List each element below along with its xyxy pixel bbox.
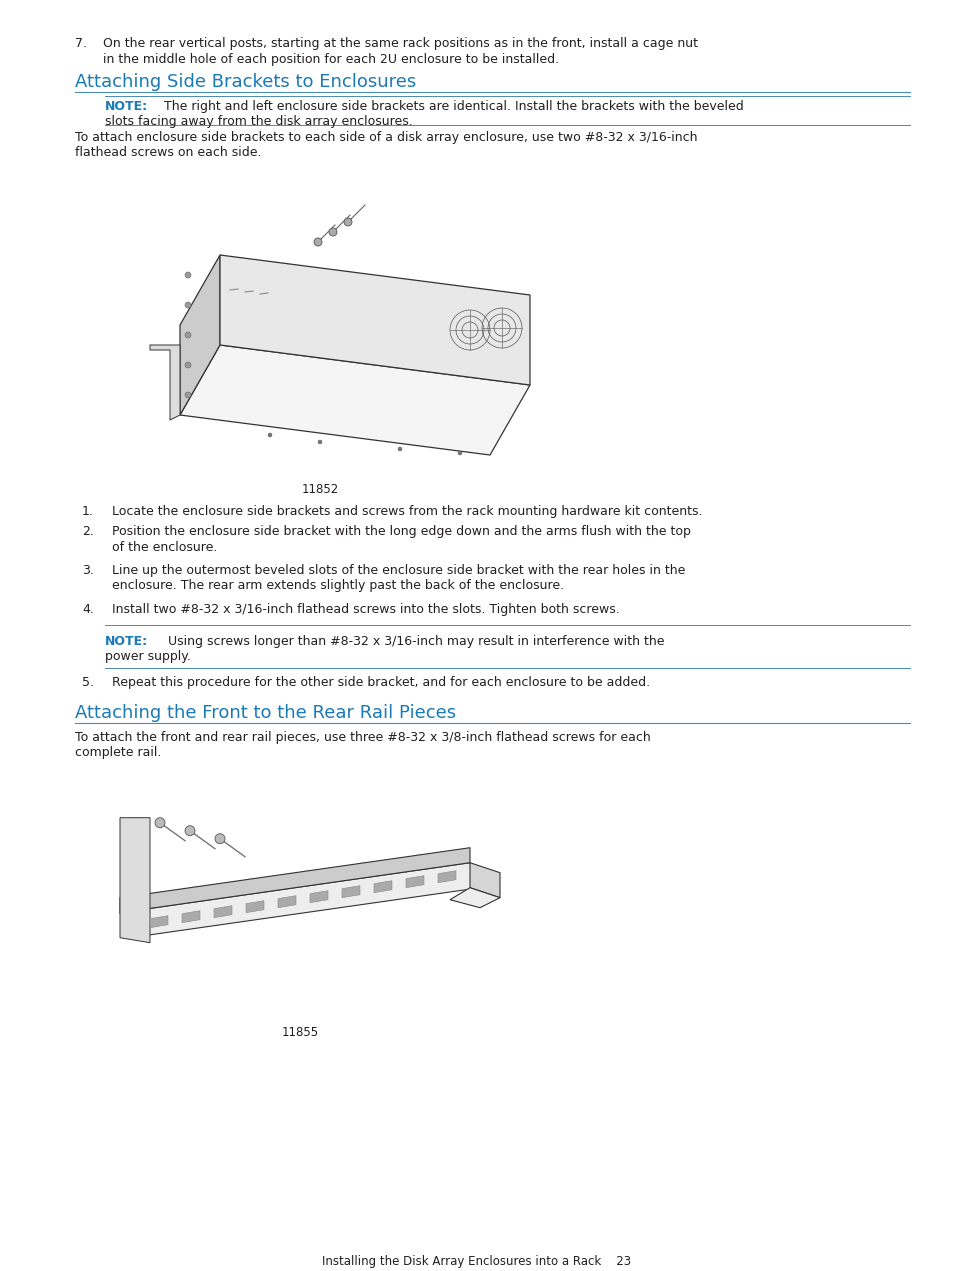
Circle shape	[457, 451, 461, 455]
Text: Attaching Side Brackets to Enclosures: Attaching Side Brackets to Enclosures	[75, 72, 416, 92]
Text: slots facing away from the disk array enclosures.: slots facing away from the disk array en…	[105, 114, 413, 127]
Circle shape	[214, 834, 225, 844]
Circle shape	[185, 391, 191, 398]
Text: 3.: 3.	[82, 564, 93, 577]
Circle shape	[268, 433, 272, 437]
Circle shape	[397, 447, 401, 451]
Polygon shape	[470, 863, 499, 897]
Text: Using screws longer than #8-32 x 3/16-inch may result in interference with the: Using screws longer than #8-32 x 3/16-in…	[152, 634, 664, 648]
Text: 2.: 2.	[82, 525, 93, 538]
Text: in the middle hole of each position for each 2U enclosure to be installed.: in the middle hole of each position for …	[75, 52, 558, 66]
Text: To attach the front and rear rail pieces, use three #8-32 x 3/8-inch flathead sc: To attach the front and rear rail pieces…	[75, 731, 650, 744]
Polygon shape	[120, 817, 150, 943]
Text: power supply.: power supply.	[105, 651, 191, 663]
Text: Install two #8-32 x 3/16-inch flathead screws into the slots. Tighten both screw: Install two #8-32 x 3/16-inch flathead s…	[112, 602, 619, 615]
Circle shape	[185, 272, 191, 278]
Polygon shape	[310, 891, 328, 902]
Circle shape	[185, 302, 191, 308]
Text: 11852: 11852	[301, 483, 338, 496]
Text: 1.: 1.	[82, 505, 93, 519]
Text: To attach enclosure side brackets to each side of a disk array enclosure, use tw: To attach enclosure side brackets to eac…	[75, 131, 697, 144]
Text: Repeat this procedure for the other side bracket, and for each enclosure to be a: Repeat this procedure for the other side…	[112, 676, 649, 689]
Text: Attaching the Front to the Rear Rail Pieces: Attaching the Front to the Rear Rail Pie…	[75, 704, 456, 722]
Polygon shape	[180, 255, 220, 416]
Polygon shape	[220, 255, 530, 385]
Text: 4.: 4.	[82, 602, 93, 615]
Text: Line up the outermost beveled slots of the enclosure side bracket with the rear : Line up the outermost beveled slots of t…	[112, 564, 684, 577]
Circle shape	[185, 332, 191, 338]
Text: The right and left enclosure side brackets are identical. Install the brackets w: The right and left enclosure side bracke…	[152, 100, 743, 113]
Circle shape	[344, 219, 352, 226]
Polygon shape	[450, 887, 499, 907]
Text: complete rail.: complete rail.	[75, 746, 161, 759]
Circle shape	[329, 228, 336, 236]
Text: Position the enclosure side bracket with the long edge down and the arms flush w: Position the enclosure side bracket with…	[112, 525, 690, 538]
Circle shape	[154, 817, 165, 827]
Circle shape	[314, 238, 322, 247]
Text: 7.    On the rear vertical posts, starting at the same rack positions as in the : 7. On the rear vertical posts, starting …	[75, 37, 698, 50]
Polygon shape	[277, 896, 295, 907]
Text: 5.: 5.	[82, 676, 94, 689]
Text: Installing the Disk Array Enclosures into a Rack    23: Installing the Disk Array Enclosures int…	[322, 1254, 631, 1268]
Text: of the enclosure.: of the enclosure.	[112, 540, 217, 554]
Polygon shape	[120, 848, 470, 913]
Text: enclosure. The rear arm extends slightly past the back of the enclosure.: enclosure. The rear arm extends slightly…	[112, 580, 563, 592]
Polygon shape	[150, 344, 180, 419]
Polygon shape	[213, 906, 232, 918]
Polygon shape	[246, 901, 264, 913]
Circle shape	[185, 362, 191, 369]
Polygon shape	[180, 344, 530, 455]
Text: NOTE:: NOTE:	[105, 634, 148, 648]
Text: NOTE:: NOTE:	[105, 100, 148, 113]
Polygon shape	[120, 863, 479, 938]
Polygon shape	[182, 911, 200, 923]
Polygon shape	[341, 886, 359, 897]
Circle shape	[317, 440, 322, 444]
Polygon shape	[406, 876, 423, 887]
Polygon shape	[150, 915, 168, 928]
Text: Locate the enclosure side brackets and screws from the rack mounting hardware ki: Locate the enclosure side brackets and s…	[112, 505, 701, 519]
Text: flathead screws on each side.: flathead screws on each side.	[75, 146, 261, 159]
Polygon shape	[374, 881, 392, 892]
Circle shape	[185, 826, 194, 836]
Polygon shape	[437, 871, 456, 882]
Text: 11855: 11855	[281, 1026, 318, 1038]
